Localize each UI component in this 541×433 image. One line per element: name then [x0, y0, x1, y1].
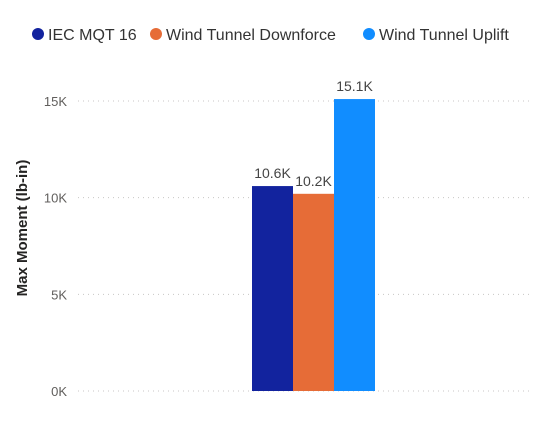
- data-labels: 10.6K 10.2K 15.1K: [254, 78, 373, 189]
- y-tick-label: 0K: [51, 384, 67, 399]
- legend-marker: [150, 28, 162, 40]
- y-tick-label: 5K: [51, 287, 67, 302]
- bar[interactable]: [334, 99, 375, 392]
- legend-marker: [32, 28, 44, 40]
- data-label: 15.1K: [336, 78, 373, 94]
- legend-label[interactable]: Wind Tunnel Uplift: [379, 27, 509, 44]
- y-axis-ticks: 0K 5K 10K 15K: [44, 94, 67, 399]
- bars: [252, 99, 375, 392]
- y-tick-label: 10K: [44, 191, 67, 206]
- y-tick-label: 15K: [44, 94, 67, 109]
- bar[interactable]: [252, 186, 293, 391]
- y-axis-title: Max Moment (lb-in): [14, 160, 31, 297]
- legend: IEC MQT 16 Wind Tunnel Downforce Wind Tunn…: [32, 27, 509, 44]
- legend-label[interactable]: Wind Tunnel Downforce: [166, 27, 336, 44]
- data-label: 10.2K: [295, 173, 332, 189]
- data-label: 10.6K: [254, 165, 291, 181]
- legend-marker: [363, 28, 375, 40]
- bar[interactable]: [293, 193, 334, 391]
- legend-label[interactable]: IEC MQT 16: [48, 27, 137, 44]
